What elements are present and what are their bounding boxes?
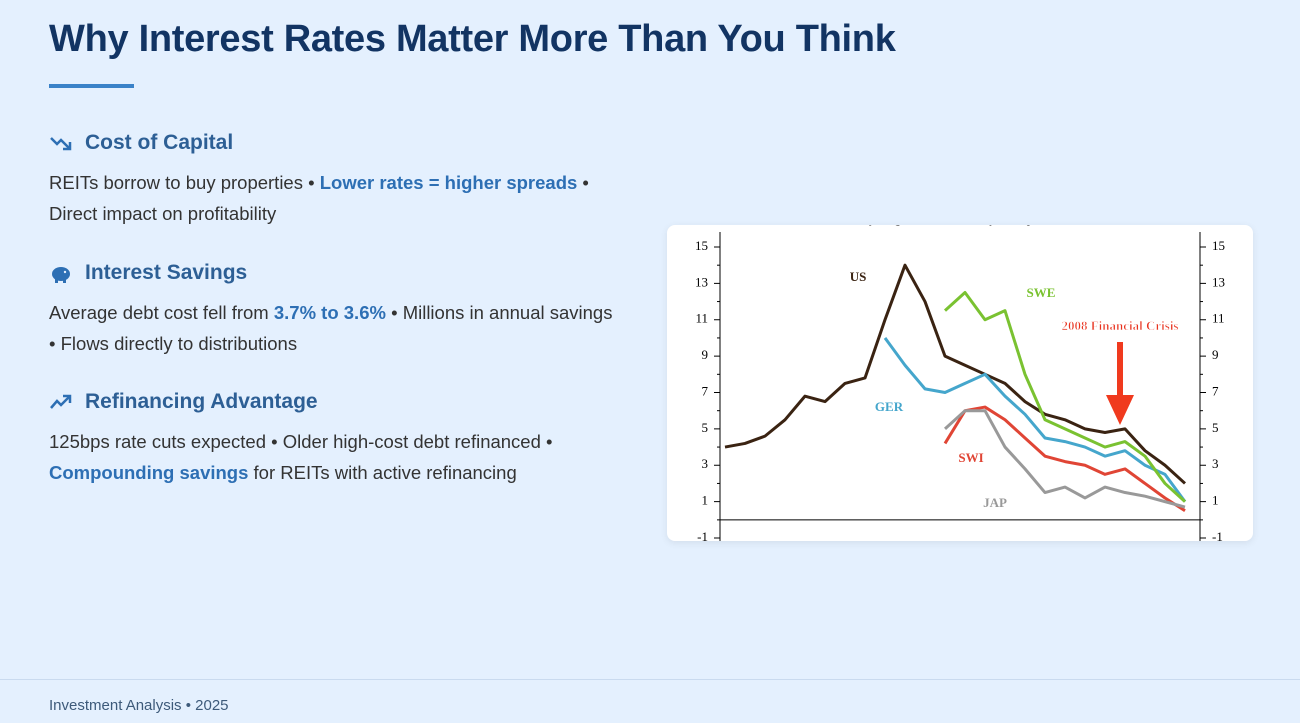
title: Why Interest Rates Matter More Than You … bbox=[49, 18, 896, 60]
series-line bbox=[943, 405, 1186, 512]
y-tick-label: 11 bbox=[695, 311, 708, 326]
section-heading: Interest Savings bbox=[49, 261, 619, 285]
y-tick-label: 1 bbox=[702, 493, 709, 508]
title-underline bbox=[49, 84, 134, 88]
y-tick-label: -1 bbox=[697, 529, 708, 541]
icon-trend-down bbox=[50, 137, 72, 151]
section-heading: Refinancing Advantage bbox=[49, 390, 619, 414]
series-label: US bbox=[850, 269, 867, 284]
heading-text: Interest Savings bbox=[85, 261, 248, 284]
body-text: Average debt cost fell from bbox=[49, 302, 274, 323]
series-label: SWI bbox=[958, 450, 983, 465]
highlight-text: Compounding savings bbox=[49, 462, 249, 483]
series-label: SWE bbox=[1027, 285, 1056, 300]
y2-tick-label: 9 bbox=[1212, 347, 1219, 362]
section-body: Average debt cost fell from 3.7% to 3.6%… bbox=[49, 297, 619, 359]
section-heading: Cost of Capital bbox=[49, 131, 619, 155]
y2-tick-label: 5 bbox=[1212, 420, 1219, 435]
body-text: for REITs with active refinancing bbox=[248, 462, 517, 483]
body-text: • Millions in annual savings • Flows dir… bbox=[49, 302, 613, 354]
y2-tick-label: -1 bbox=[1212, 529, 1223, 541]
series-label: JAP bbox=[983, 495, 1007, 510]
y-tick-label: 13 bbox=[695, 274, 708, 289]
section: Cost of Capital REITs borrow to buy prop… bbox=[49, 131, 619, 229]
y2-tick-label: 3 bbox=[1212, 456, 1219, 471]
footer-divider bbox=[0, 679, 1300, 680]
body-text: • Direct impact on profitability bbox=[49, 172, 589, 224]
series-line bbox=[883, 337, 1187, 503]
heading-text: Cost of Capital bbox=[85, 131, 234, 154]
chart-title: 10-year government bond yields, per cent bbox=[852, 225, 1069, 226]
highlight-text: Lower rates = higher spreads bbox=[319, 172, 578, 193]
y-tick-label: 3 bbox=[702, 456, 709, 471]
heading-text: Refinancing Advantage bbox=[85, 390, 318, 413]
highlight-text: 3.7% to 3.6% bbox=[273, 302, 386, 323]
annotation: 2008 Financial Crisis bbox=[1061, 318, 1178, 333]
series-line bbox=[724, 263, 1187, 485]
y-tick-label: 7 bbox=[702, 383, 709, 398]
y2-tick-label: 11 bbox=[1212, 311, 1225, 326]
section-body: REITs borrow to buy properties • Lower r… bbox=[49, 167, 619, 229]
series-label: GER bbox=[875, 399, 904, 414]
body-text: REITs borrow to buy properties • bbox=[49, 172, 320, 193]
y2-tick-label: 7 bbox=[1212, 383, 1219, 398]
chart: 10-year government bond yields, per cent… bbox=[695, 225, 1225, 541]
icon-piggy-bank bbox=[52, 267, 70, 283]
y2-tick-label: 13 bbox=[1212, 274, 1225, 289]
series-line bbox=[943, 409, 1186, 509]
body-text: 125bps rate cuts expected • Older high-c… bbox=[49, 431, 553, 452]
section-body: 125bps rate cuts expected • Older high-c… bbox=[49, 426, 619, 488]
footer: Investment Analysis • 2025 bbox=[49, 697, 229, 714]
y-tick-label: 5 bbox=[702, 420, 709, 435]
section: Refinancing Advantage 125bps rate cuts e… bbox=[49, 390, 619, 488]
chart-card: 10-year government bond yields, per cent… bbox=[667, 225, 1253, 541]
y2-tick-label: 1 bbox=[1212, 493, 1219, 508]
annotation-arrow bbox=[1106, 342, 1134, 425]
section: Interest Savings Average debt cost fell … bbox=[49, 261, 619, 359]
icon-trend-up bbox=[50, 394, 72, 409]
y2-tick-label: 15 bbox=[1212, 238, 1225, 253]
y-tick-label: 9 bbox=[702, 347, 709, 362]
y-tick-label: 15 bbox=[695, 238, 708, 253]
series-line bbox=[943, 290, 1187, 503]
